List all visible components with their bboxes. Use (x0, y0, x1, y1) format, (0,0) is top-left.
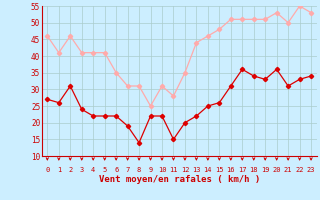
X-axis label: Vent moyen/en rafales ( km/h ): Vent moyen/en rafales ( km/h ) (99, 174, 260, 184)
